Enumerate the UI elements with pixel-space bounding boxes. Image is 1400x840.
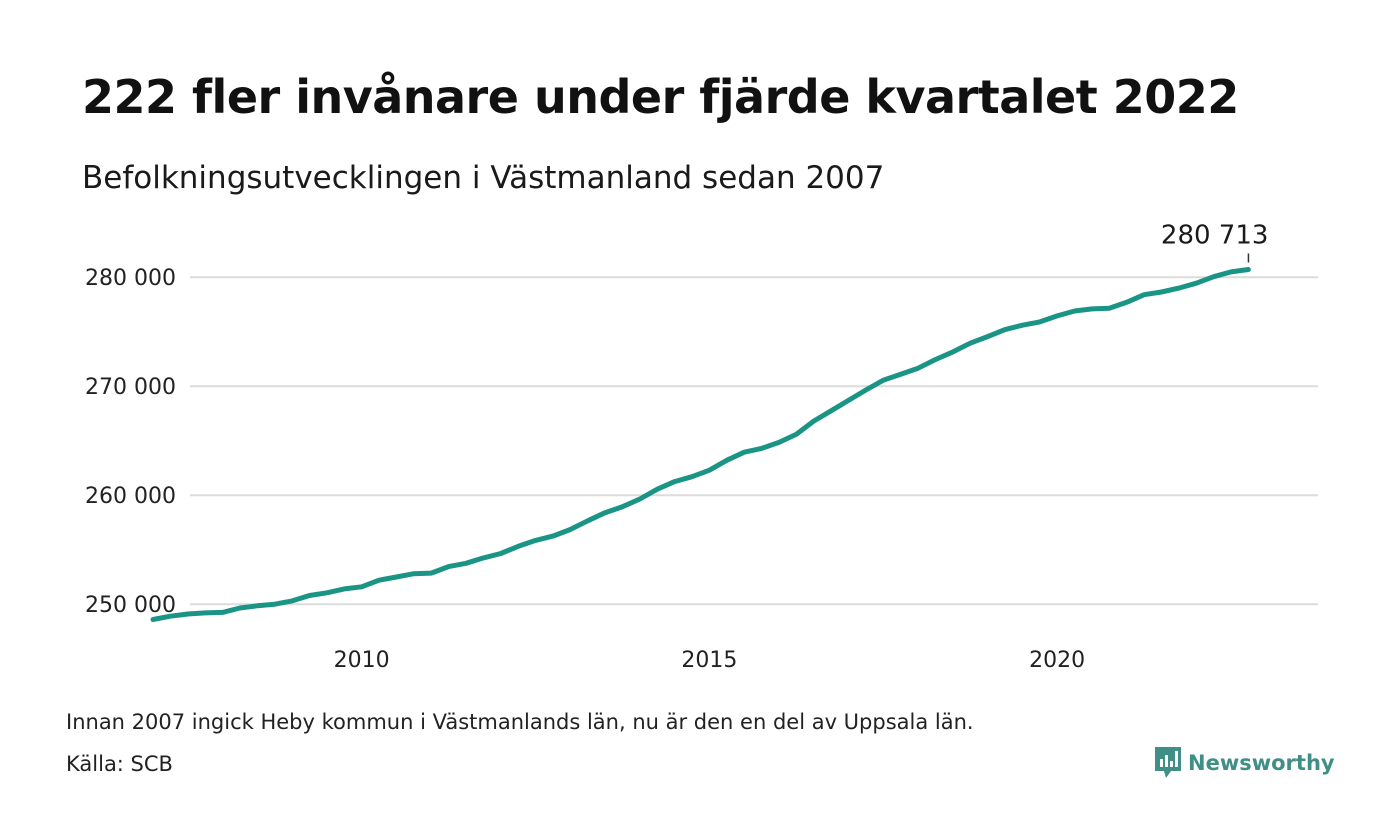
end-value-label: 280 713	[1161, 220, 1269, 250]
series-group	[150, 267, 1251, 622]
source-text: Källa: SCB	[66, 752, 173, 776]
newsworthy-icon	[1155, 747, 1181, 778]
y-tick-label: 270 000	[85, 375, 176, 400]
chart-title: 222 fler invånare under fjärde kvartalet…	[82, 70, 1239, 124]
brand-name: Newsworthy	[1188, 751, 1335, 775]
chart-subtitle: Befolkningsutvecklingen i Västmanland se…	[82, 160, 885, 196]
brand-logo[interactable]: Newsworthy	[1154, 746, 1335, 780]
x-axis-ticks: 2010 2015 2020	[334, 648, 1086, 673]
y-tick-label: 280 000	[85, 266, 176, 291]
grid-lines	[190, 276, 1318, 606]
y-tick-label: 260 000	[85, 484, 176, 509]
y-tick-label: 250 000	[85, 593, 176, 618]
y-axis-ticks: 250 000 260 000 270 000 280 000	[85, 266, 176, 618]
x-tick-label: 2020	[1029, 648, 1085, 673]
end-value-annotation: 280 713	[1161, 220, 1269, 263]
x-tick-label: 2010	[334, 648, 390, 673]
line-chart: 250 000 260 000 270 000 280 000 2010 2015 202…	[85, 220, 1318, 673]
x-tick-label: 2015	[681, 648, 737, 673]
series-line	[150, 267, 1251, 622]
footnote: Innan 2007 ingick Heby kommun i Västmanl…	[66, 710, 974, 734]
